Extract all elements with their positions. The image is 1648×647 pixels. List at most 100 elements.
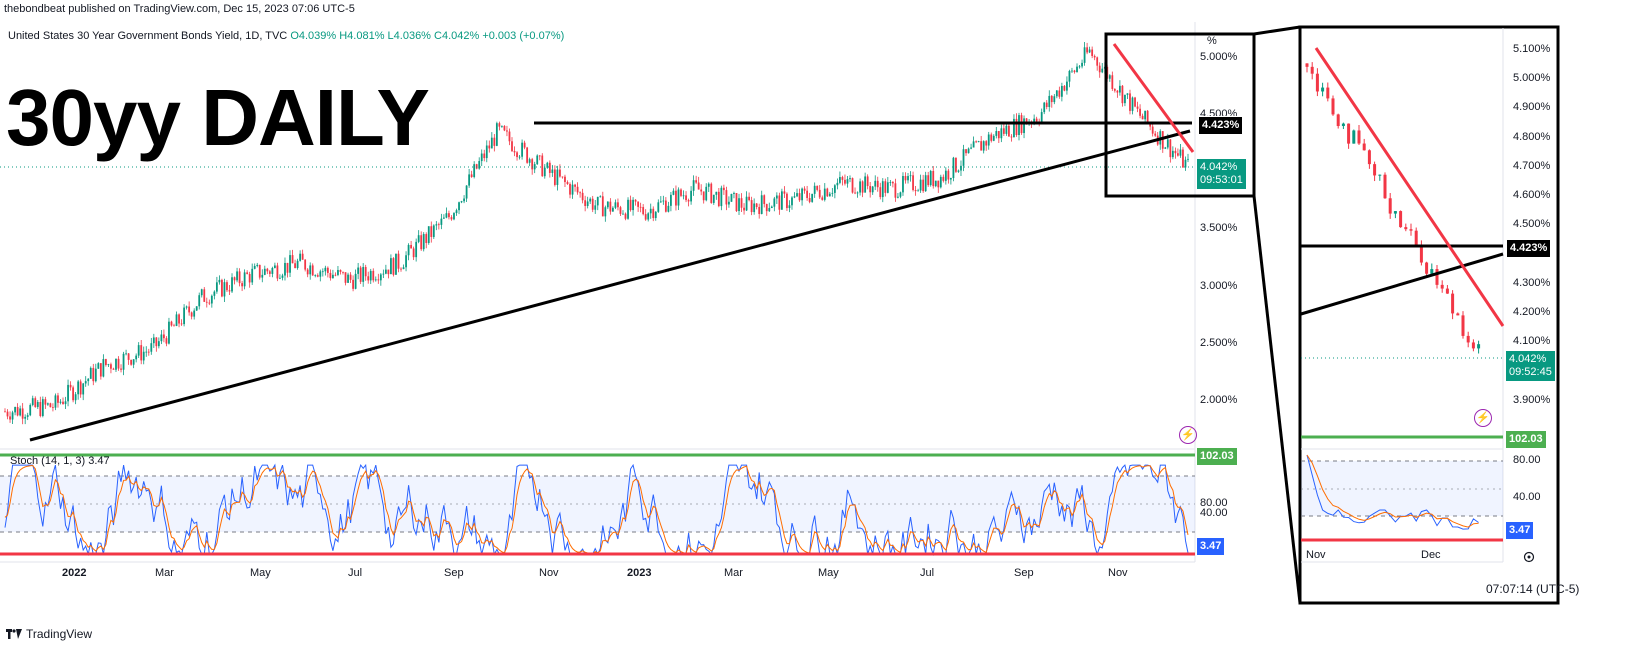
candle-body [879,187,882,198]
candle-body [561,176,564,178]
candle-body [104,359,107,366]
candle-body [763,195,766,205]
candle-body [816,185,819,190]
zoom-price-tick: 4.700% [1513,160,1551,172]
candle-body [306,269,309,275]
candle-body [1121,85,1124,104]
zoom-candle-body [1425,262,1429,274]
candle-body [228,290,231,292]
candle-body [876,180,879,188]
candle-body [687,200,690,202]
zoom-candle-body [1435,269,1439,285]
stoch-tick: 80.00 [1200,497,1228,509]
time-tick: May [250,567,271,579]
candle-body [1118,85,1121,93]
candle-body [675,190,677,206]
candle-body [775,195,778,199]
candle-body [221,279,223,297]
candle-body [241,283,244,287]
zoom-candle-body [1315,73,1319,92]
candle-body [654,211,657,219]
zoom-candle-body [1456,313,1460,316]
candle-body [395,253,397,275]
zoom-candle-body [1471,342,1475,349]
candle-body [836,182,839,186]
candle-body [357,267,360,274]
zoom-last-price-badge: 4.042% 09:52:45 [1506,351,1555,381]
zoom-alert-lightning[interactable]: ⚡ [1474,409,1492,427]
candle-body [437,224,440,226]
symbol-title-line: United States 30 Year Government Bonds Y… [8,30,564,42]
stoch-top-badge: 102.03 [1197,448,1237,465]
candle-body [289,255,291,273]
candle-body [508,131,511,142]
candle-body [1096,57,1099,66]
stoch-legend[interactable]: Stoch (14, 1, 3) 3.47 [10,455,110,467]
zoom-candle-body [1399,211,1403,228]
candle-body [1066,81,1068,91]
candle-body [238,271,241,284]
candle-body [125,353,127,355]
candle-body [258,264,261,278]
candle-body [1169,139,1172,158]
candle-body [205,301,208,303]
candle-body [170,321,173,326]
candle-body [1154,133,1157,136]
candle-body [150,343,153,352]
candle-body [1126,93,1129,95]
candle-body [770,206,773,209]
zoom-price-tick: 4.100% [1513,335,1551,347]
candle-body [407,244,410,256]
candle-body [793,196,796,198]
candle-body [833,185,836,193]
candle-body [922,179,925,192]
candle-body [1013,118,1015,138]
candle-body [634,199,637,202]
candle-body [672,190,675,195]
candle-body [571,184,574,195]
candle-body [773,198,776,207]
candle-body [1035,118,1038,122]
alert-lightning-icon[interactable]: ⚡ [1179,426,1197,444]
candle-body [49,403,52,408]
footer-brand[interactable]: TradingView [6,627,92,641]
zoom-highlight-box [1104,32,1256,198]
candle-body [11,412,14,420]
candle-body [67,384,69,402]
candle-body [465,185,468,199]
candle-body [670,194,672,206]
candle-body [321,271,324,273]
candle-body [1040,112,1043,123]
candle-body [291,255,294,264]
candle-body [1068,70,1071,82]
trendline-support [29,129,1191,442]
settings-icon[interactable] [1523,550,1535,568]
candle-body [231,277,233,292]
candle-body [46,403,49,405]
candle-body [1177,153,1179,156]
zoom-candle-body [1440,284,1444,289]
candle-body [556,169,559,185]
symbol-title[interactable]: United States 30 Year Government Bonds Y… [8,30,288,42]
candle-body [831,192,834,194]
candle-body [851,178,854,193]
candle-body [614,202,617,208]
candle-body [526,147,529,163]
candle-body [213,291,216,296]
candle-body [861,181,864,193]
zoom-price-tick: 4.300% [1513,277,1551,289]
candle-body [889,182,892,183]
candle-body [1073,70,1076,73]
candle-body [193,310,196,317]
candle-body [952,157,955,179]
zoom-trendline-support [1300,252,1504,316]
candle-body [1025,118,1028,125]
candle-body [692,180,695,191]
candle-body [627,199,629,219]
candle-body [886,182,889,193]
candle-body [145,351,148,353]
candle-body [374,279,377,281]
candle-body [997,131,1000,139]
candle-body [59,401,62,403]
